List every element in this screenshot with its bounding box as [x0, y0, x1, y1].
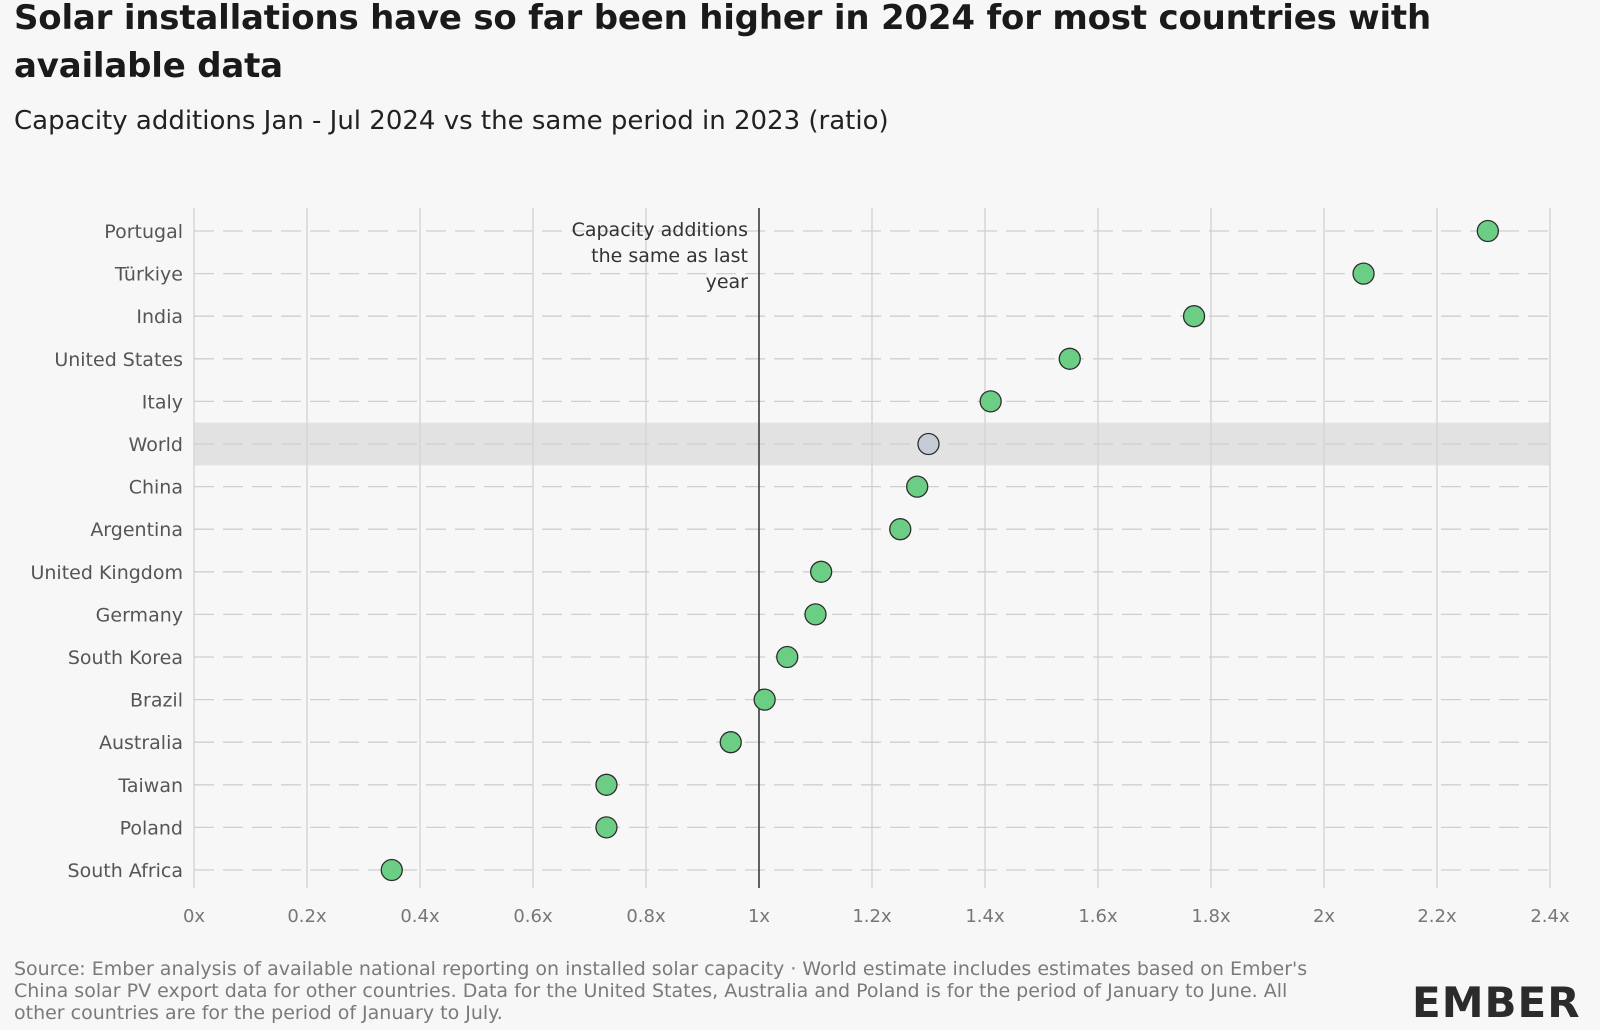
data-point — [380, 858, 403, 882]
data-point — [810, 560, 833, 583]
data-point — [804, 603, 827, 626]
x-tick-label: 1.6x — [1078, 906, 1118, 927]
data-point — [889, 518, 912, 541]
x-tick-label: 0.4x — [400, 906, 440, 927]
x-tick-label: 2.2x — [1417, 906, 1457, 927]
grid-layer — [193, 208, 1551, 888]
data-point — [1476, 219, 1499, 243]
category-label: Germany — [96, 604, 183, 626]
data-point — [776, 645, 799, 669]
x-tick-label: 1.4x — [965, 906, 1005, 927]
category-label: China — [129, 477, 183, 499]
category-label: Türkiye — [114, 264, 183, 286]
x-tick-label: 1x — [748, 906, 770, 927]
category-label: Italy — [142, 391, 183, 413]
data-point — [1352, 262, 1375, 285]
x-tick-label: 2.4x — [1530, 906, 1570, 927]
category-label: Taiwan — [117, 775, 183, 797]
category-label: Brazil — [130, 690, 183, 712]
category-label: United Kingdom — [30, 562, 183, 584]
x-tick-label: 1.2x — [852, 906, 892, 927]
category-label: South Africa — [68, 860, 183, 882]
reference-annotation: year — [706, 271, 749, 293]
category-label: Argentina — [90, 519, 183, 541]
x-tick-label: 2x — [1313, 906, 1335, 927]
chart-subtitle: Capacity additions Jan - Jul 2024 vs the… — [14, 106, 889, 136]
data-point — [719, 731, 742, 754]
data-point — [753, 688, 776, 711]
x-tick-label: 0.2x — [287, 906, 327, 927]
x-tick-label: 0x — [183, 906, 205, 927]
data-points — [380, 219, 1499, 882]
x-axis-ticks: 0x 0.2x 0.4x 0.6x 0.8x 1x 1.2x 1.4x 1.6x 1.8x 2x 2.… — [183, 906, 1570, 927]
row-guides-layer — [194, 230, 1550, 871]
category-label: India — [136, 306, 183, 328]
world-point — [917, 432, 940, 456]
category-labels: Portugal Türkiye India United States Italy Wo… — [30, 221, 183, 882]
data-point — [979, 390, 1002, 413]
data-point — [906, 475, 929, 498]
reference-annotation: Capacity additions — [572, 219, 748, 241]
reference-annotation: the same as last — [591, 245, 748, 267]
category-label: Australia — [99, 732, 183, 754]
chart-title: Solar installations have so far been hig… — [14, 0, 1431, 86]
category-label: Poland — [120, 817, 183, 839]
x-tick-label: 0.8x — [626, 906, 666, 927]
data-point — [595, 773, 618, 796]
category-label: World — [129, 434, 183, 456]
category-label: Portugal — [104, 221, 183, 243]
category-label: South Korea — [68, 647, 183, 669]
data-point — [595, 816, 618, 839]
data-point — [1182, 305, 1206, 328]
data-point — [1058, 347, 1081, 370]
ember-logo: EMBER — [1412, 978, 1581, 1027]
source-note: Source: Ember analysis of available nati… — [14, 958, 1308, 1024]
reference-layer: Capacity additions the same as last year — [572, 208, 760, 888]
x-tick-label: 0.6x — [513, 906, 553, 927]
dot-plot: Capacity additions the same as last year P… — [30, 208, 1570, 927]
x-tick-label: 1.8x — [1191, 906, 1231, 927]
category-label: United States — [54, 349, 183, 371]
